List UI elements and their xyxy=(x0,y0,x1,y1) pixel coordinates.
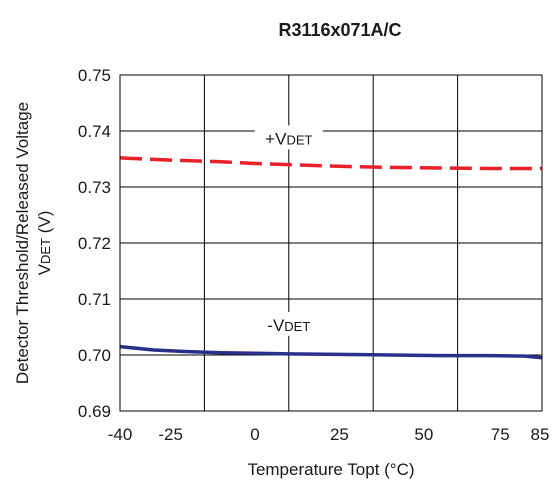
series-label-subscript: DET xyxy=(284,319,310,334)
y-tick-label: 0.75 xyxy=(78,66,111,85)
series-label-prefix: +V xyxy=(265,129,287,148)
series-line-minus-vdet xyxy=(119,344,543,360)
y-axis-ticks: 0.69 0.70 0.71 0.72 0.73 0.74 0.75 xyxy=(78,66,111,421)
y-tick-label: 0.74 xyxy=(78,122,111,141)
x-tick-label: 0 xyxy=(250,425,259,444)
y-tick-label: 0.70 xyxy=(78,346,111,365)
series-label-background xyxy=(254,311,323,336)
x-axis-ticks: -40 -25 0 25 50 75 85 xyxy=(108,425,550,444)
y-tick-label: 0.71 xyxy=(78,290,111,309)
y-tick-label: 0.73 xyxy=(78,178,111,197)
y-axis-label-main: V xyxy=(35,263,54,275)
series-label-subscript: DET xyxy=(286,132,312,147)
grid xyxy=(119,74,543,412)
x-tick-label: 85 xyxy=(531,425,550,444)
y-axis-label-unit: (V) xyxy=(35,211,54,238)
y-tick-label: 0.72 xyxy=(78,234,111,253)
series-label-background xyxy=(254,125,323,150)
y-axis-label-line1: Detector Threshold/Released Voltage xyxy=(13,102,32,384)
chart-title: R3116x071A/C xyxy=(278,20,401,40)
series-label-plus-vdet: +VDET xyxy=(265,129,312,148)
series-line-plus-vdet xyxy=(119,156,542,171)
x-tick-label: -40 xyxy=(108,425,133,444)
y-tick-label: 0.69 xyxy=(78,402,111,421)
y-axis-label-sub: DET xyxy=(38,238,53,264)
plot-area xyxy=(119,156,543,360)
series-labels: +VDET-VDET xyxy=(254,125,323,336)
series-label-minus-vdet: -VDET xyxy=(267,316,310,335)
x-axis-label: Temperature Topt (°C) xyxy=(247,460,414,479)
series-label-prefix: -V xyxy=(267,316,285,335)
y-axis-label-line2: VDET (V) xyxy=(35,211,54,276)
x-tick-label: 75 xyxy=(491,425,510,444)
x-tick-label: 25 xyxy=(330,425,349,444)
plot-frame xyxy=(119,74,543,412)
x-tick-label: 50 xyxy=(414,425,433,444)
x-tick-label: -25 xyxy=(158,425,183,444)
